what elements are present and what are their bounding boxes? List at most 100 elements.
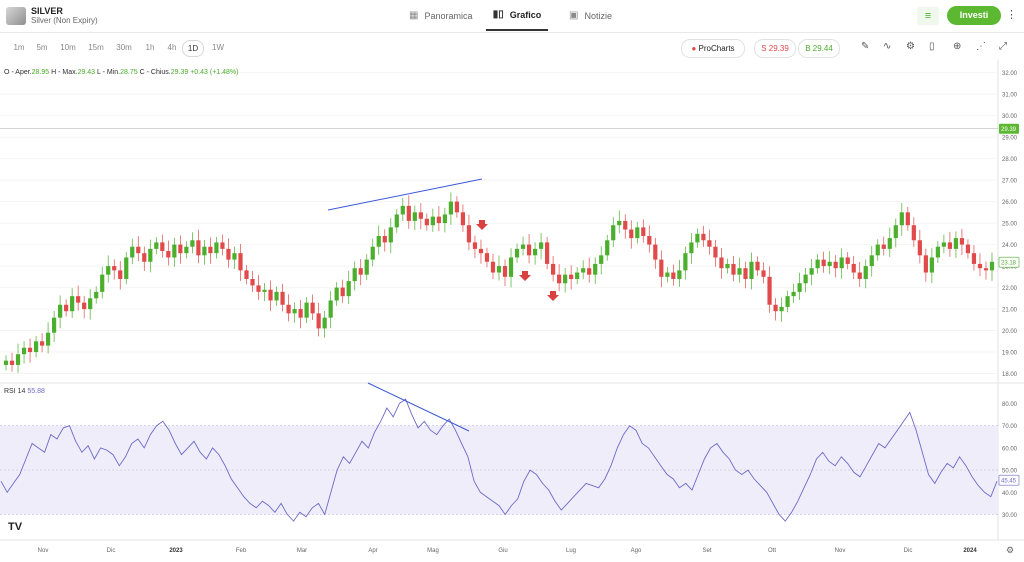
- candle-body: [33, 341, 39, 353]
- candle-body: [15, 354, 21, 365]
- tab-chart[interactable]: ▮▯ Grafico: [486, 0, 548, 31]
- candle-body: [21, 347, 27, 355]
- candle-body: [442, 214, 447, 224]
- invest-button[interactable]: Investi: [947, 6, 1001, 25]
- grid-icon: ▦: [409, 10, 419, 21]
- timeframe-1m[interactable]: 1m: [13, 43, 25, 52]
- candle-body: [551, 263, 556, 275]
- last-price-tag: [999, 123, 1019, 134]
- candle-body: [713, 246, 718, 258]
- candle-body: [316, 313, 321, 329]
- timeframe-1D[interactable]: 1D: [182, 40, 204, 57]
- candle-body: [887, 238, 892, 249]
- high-value: 29.43: [77, 69, 96, 76]
- tab-news[interactable]: ▣ Notizie: [569, 0, 612, 31]
- candle-body: [929, 257, 934, 273]
- candle-body: [593, 263, 598, 275]
- timeframe-1h[interactable]: 1h: [145, 43, 155, 52]
- candle-body: [875, 244, 880, 256]
- candle-body: [232, 253, 237, 260]
- candle-body: [190, 240, 195, 247]
- axis-settings-icon[interactable]: ⚙: [1006, 545, 1015, 555]
- candle-body: [94, 291, 99, 299]
- candle-body: [364, 259, 369, 275]
- candle-body: [82, 302, 87, 310]
- timeframe-5m[interactable]: 5m: [36, 43, 48, 52]
- price-tick-label: 29.00: [1002, 136, 1018, 142]
- candle-body: [659, 259, 664, 277]
- buy-button[interactable]: B 29.44: [798, 39, 840, 58]
- candle-body: [340, 287, 345, 297]
- candle-body: [701, 233, 706, 241]
- rsi-value: 55.88: [27, 388, 45, 395]
- candle-body: [557, 274, 562, 284]
- candle-body: [226, 248, 231, 260]
- candle-body: [490, 261, 496, 273]
- low-value: 28.75: [120, 69, 138, 76]
- candle-body: [358, 268, 363, 275]
- timeframe-4h[interactable]: 4h: [167, 43, 177, 52]
- chart-type-icon[interactable]: ▯: [929, 41, 935, 52]
- watchlist-add-button[interactable]: ≡: [917, 7, 939, 25]
- candle-body: [51, 317, 57, 333]
- candle-body: [773, 304, 778, 312]
- candle-body: [478, 248, 484, 254]
- candle-body: [617, 220, 622, 226]
- price-tick-label: 22.00: [1002, 286, 1018, 292]
- candles-icon: ▮▯: [492, 9, 504, 20]
- candle-body: [370, 246, 375, 260]
- candle-body: [983, 268, 989, 271]
- rsi-tick-label: 50.00: [1002, 469, 1018, 475]
- draw-icon[interactable]: ✎: [861, 41, 870, 52]
- candle-body: [292, 309, 297, 314]
- rsi-trendline: [367, 382, 470, 432]
- settings-icon[interactable]: ⚙: [906, 41, 915, 52]
- candle-body: [184, 246, 189, 254]
- candle-body: [743, 268, 748, 279]
- candle-body: [845, 257, 850, 264]
- candle-body: [406, 205, 411, 221]
- candle-body: [563, 274, 568, 284]
- candle-body: [58, 304, 63, 318]
- candle-body: [436, 216, 441, 224]
- candle-body: [100, 274, 105, 292]
- time-axis-label: 2023: [169, 548, 183, 554]
- procharts-button[interactable]: ● ProCharts: [681, 39, 745, 58]
- more-menu-icon[interactable]: ⋮: [1006, 9, 1017, 21]
- rsi-value-tag: [998, 474, 1020, 486]
- fullscreen-icon[interactable]: ⤢: [999, 41, 1007, 52]
- indicators-icon[interactable]: ∿: [883, 41, 892, 52]
- candle-body: [635, 227, 640, 239]
- time-axis-label: Mar: [297, 548, 307, 554]
- share-icon[interactable]: ⋰: [976, 41, 986, 52]
- timeframe-10m[interactable]: 10m: [60, 43, 76, 52]
- candle-body: [466, 225, 472, 243]
- open-value: 28.95: [31, 69, 50, 76]
- sell-button[interactable]: S 29.39: [754, 39, 796, 58]
- tab-overview[interactable]: ▦ Panoramica: [409, 0, 472, 31]
- candle-body: [27, 347, 33, 353]
- candle-body: [382, 235, 387, 243]
- candle-body: [196, 240, 201, 256]
- candle-body: [502, 266, 508, 277]
- instrument-subtitle: Silver (Non Expiry): [31, 16, 98, 25]
- candle-body: [472, 242, 478, 249]
- ohlc-legend: O - Aper.28.95 H - Max.29.43 L - Min.28.…: [4, 69, 238, 76]
- time-axis-label: Giu: [498, 548, 507, 554]
- timeframe-1W[interactable]: 1W: [212, 43, 224, 52]
- timeframe-30m[interactable]: 30m: [116, 43, 132, 52]
- candle-body: [809, 268, 814, 275]
- rsi-legend: RSI 14 55.88: [4, 388, 45, 395]
- add-icon[interactable]: ⊕: [953, 41, 962, 52]
- candle-body: [304, 302, 309, 318]
- candle-body: [412, 212, 417, 221]
- candle-body: [671, 272, 676, 279]
- candle-body: [394, 214, 399, 228]
- candle-body: [575, 272, 580, 279]
- candle-body: [749, 261, 754, 279]
- price-tick-label: 25.00: [1002, 222, 1018, 228]
- price-tick-label: 30.00: [1002, 114, 1018, 120]
- candle-body: [298, 309, 303, 318]
- timeframe-15m[interactable]: 15m: [88, 43, 104, 52]
